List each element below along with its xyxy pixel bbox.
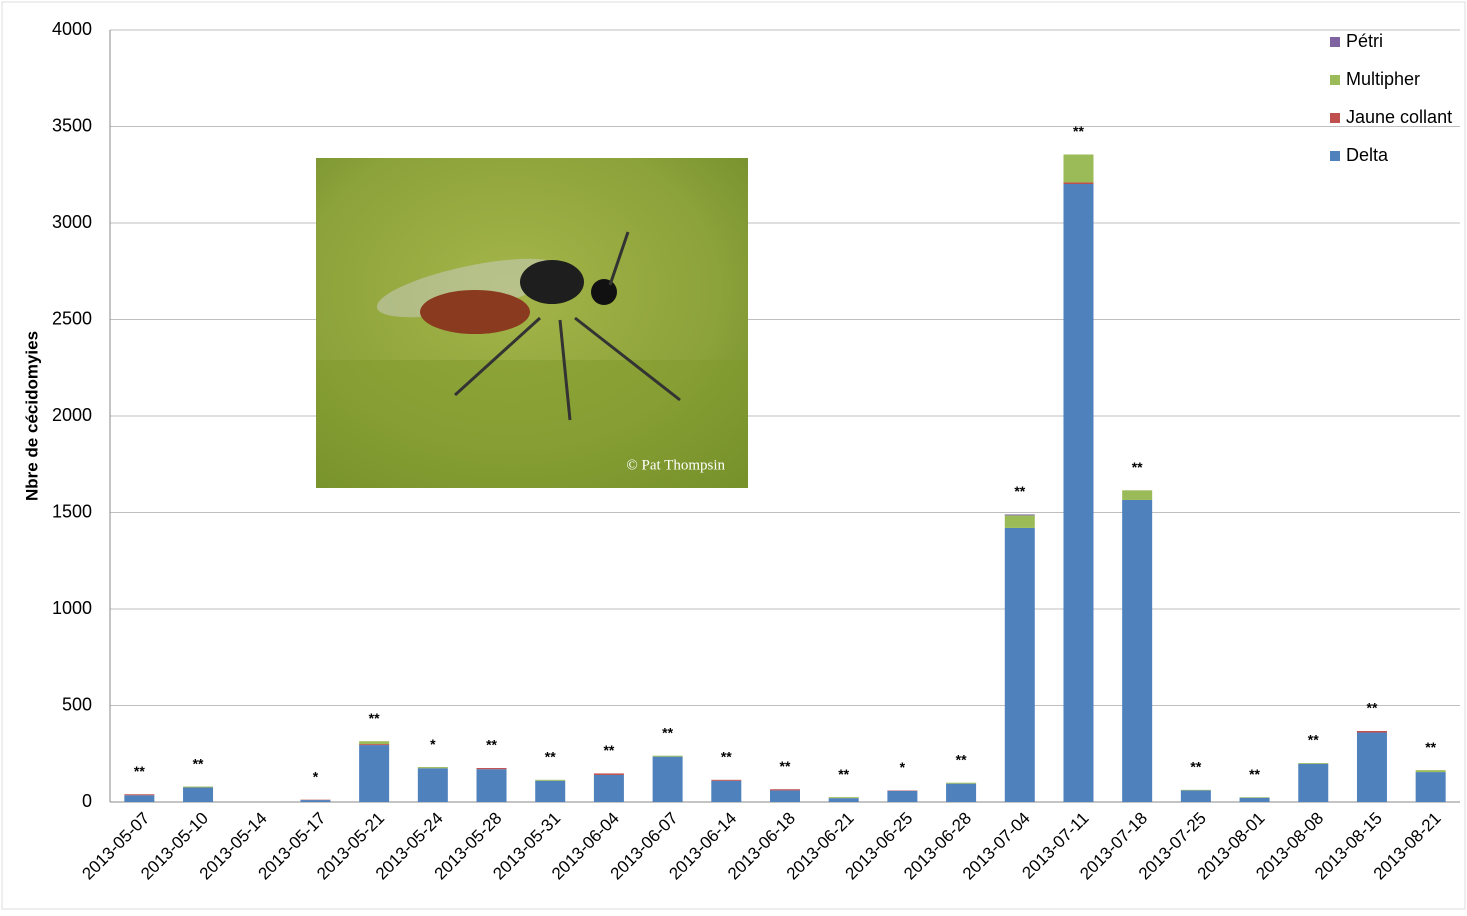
bar-segment xyxy=(1063,182,1093,184)
bar-annotation: ** xyxy=(1308,732,1319,748)
photo-caption: © Pat Thompsin xyxy=(626,457,725,473)
photo: © Pat Thompsin xyxy=(316,158,748,488)
legend-label: Multipher xyxy=(1346,69,1420,89)
bar-segment xyxy=(946,783,976,784)
legend-label: Delta xyxy=(1346,145,1389,165)
legend-label: Pétri xyxy=(1346,31,1383,51)
bar-segment xyxy=(535,780,565,781)
bar-segment xyxy=(829,798,859,802)
bar-segment xyxy=(770,789,800,790)
bar-segment xyxy=(1357,731,1387,733)
bar-segment xyxy=(359,744,389,745)
bar-segment xyxy=(183,788,213,802)
bar-annotation: * xyxy=(313,768,319,784)
bar-segment xyxy=(594,773,624,775)
bar-annotation: ** xyxy=(486,737,497,753)
bar-segment xyxy=(887,791,917,802)
bar-segment xyxy=(535,781,565,802)
bar-segment xyxy=(829,797,859,798)
photo-thorax xyxy=(520,260,584,304)
y-tick-label: 2000 xyxy=(52,405,92,425)
legend-swatch xyxy=(1330,37,1340,47)
bar-segment xyxy=(1240,798,1270,802)
bar-annotation: ** xyxy=(1073,123,1084,139)
legend-swatch xyxy=(1330,151,1340,161)
legend-swatch xyxy=(1330,113,1340,123)
bar-segment xyxy=(1005,515,1035,528)
bar-annotation: ** xyxy=(545,749,556,765)
bar-annotation: * xyxy=(900,759,906,775)
bar-segment xyxy=(418,768,448,802)
bar-segment xyxy=(1181,790,1211,802)
bar-segment xyxy=(653,757,683,802)
bar-segment xyxy=(1181,790,1211,791)
bar-segment xyxy=(1298,764,1328,802)
bar-annotation: ** xyxy=(1367,700,1378,716)
bar-annotation: ** xyxy=(780,758,791,774)
bar-segment xyxy=(1122,490,1152,500)
bar-segment xyxy=(418,767,448,768)
y-tick-label: 2500 xyxy=(52,308,92,328)
bar-annotation: ** xyxy=(193,755,204,771)
bar-segment xyxy=(477,768,507,769)
bar-segment xyxy=(300,800,330,802)
bar-segment xyxy=(946,784,976,802)
bar-annotation: ** xyxy=(721,749,732,765)
bar-annotation: * xyxy=(430,736,436,752)
bar-annotation: ** xyxy=(134,763,145,779)
bar-segment xyxy=(594,775,624,802)
bar-segment xyxy=(183,787,213,788)
bar-segment xyxy=(359,745,389,802)
bar-annotation: ** xyxy=(838,766,849,782)
bar-annotation: ** xyxy=(1132,459,1143,475)
bar-segment xyxy=(477,769,507,802)
bar-annotation: ** xyxy=(1014,483,1025,499)
y-tick-label: 500 xyxy=(62,694,92,714)
y-tick-label: 4000 xyxy=(52,19,92,39)
bar-segment xyxy=(770,790,800,802)
bar-segment xyxy=(711,781,741,802)
bar-segment xyxy=(1063,154,1093,182)
photo-body xyxy=(420,290,530,334)
bar-annotation: ** xyxy=(369,710,380,726)
bar-annotation: ** xyxy=(1190,759,1201,775)
bar-segment xyxy=(1240,797,1270,798)
bar-segment xyxy=(124,795,154,802)
y-tick-label: 0 xyxy=(82,791,92,811)
bar-segment xyxy=(1416,770,1446,772)
bar-segment xyxy=(1122,500,1152,802)
bar-annotation: ** xyxy=(1249,766,1260,782)
bar-segment xyxy=(653,756,683,757)
bar-segment xyxy=(124,794,154,795)
bar-segment xyxy=(1357,733,1387,802)
legend-label: Jaune collant xyxy=(1346,107,1452,127)
y-tick-label: 1500 xyxy=(52,501,92,521)
y-tick-label: 3000 xyxy=(52,212,92,232)
bar-annotation: ** xyxy=(603,742,614,758)
bar-segment xyxy=(1063,184,1093,802)
y-tick-label: 1000 xyxy=(52,598,92,618)
bar-segment xyxy=(711,780,741,781)
y-axis-label: Nbre de cécidomyies xyxy=(22,331,41,501)
photo-head xyxy=(591,279,617,305)
bar-annotation: ** xyxy=(662,724,673,740)
legend-swatch xyxy=(1330,75,1340,85)
bar-segment xyxy=(1005,514,1035,515)
bar-annotation: ** xyxy=(1425,739,1436,755)
bar-segment xyxy=(359,741,389,744)
bar-segment xyxy=(1005,528,1035,802)
y-tick-label: 3500 xyxy=(52,115,92,135)
bar-annotation: ** xyxy=(956,751,967,767)
bar-segment xyxy=(1416,772,1446,802)
bar-segment xyxy=(1298,763,1328,764)
